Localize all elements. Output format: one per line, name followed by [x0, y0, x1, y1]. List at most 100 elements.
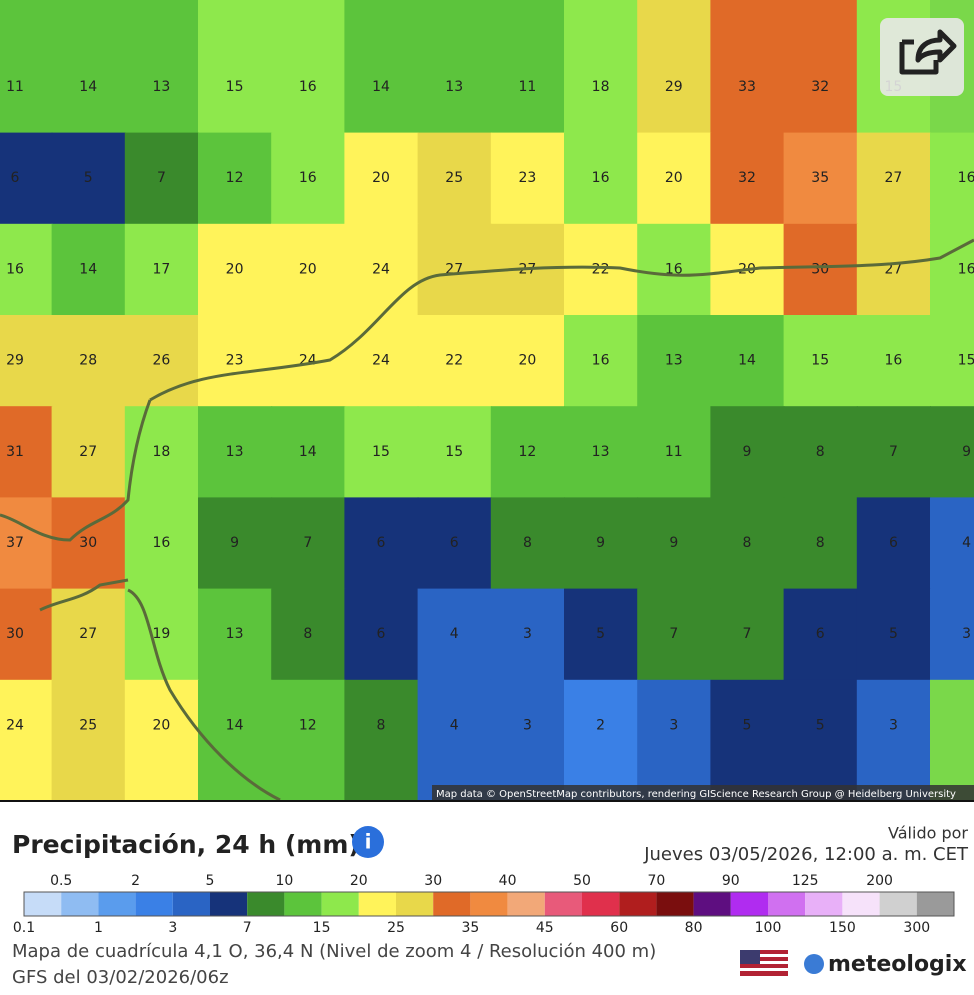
- cell-value: 5: [596, 626, 605, 642]
- cell-value: 11: [518, 79, 536, 95]
- cell-value: 8: [303, 626, 312, 642]
- cell-value: 16: [299, 170, 317, 186]
- cell-value: 28: [79, 353, 97, 369]
- legend-top-label: 20: [350, 873, 368, 889]
- legend-swatch: [693, 892, 731, 916]
- cell-value: 32: [738, 170, 756, 186]
- legend-swatch: [582, 892, 620, 916]
- map-cell: [856, 588, 931, 681]
- cell-value: 8: [816, 535, 825, 551]
- cell-value: 7: [743, 626, 752, 642]
- cell-value: 8: [377, 717, 386, 733]
- map-cell: [271, 679, 346, 801]
- map-cell: [637, 0, 712, 134]
- cell-value: 16: [592, 170, 610, 186]
- legend-top-label: 125: [792, 873, 819, 889]
- cell-value: 24: [372, 353, 390, 369]
- cell-value: 20: [226, 261, 244, 277]
- legend-bottom-label: 100: [755, 920, 782, 936]
- map-cell: [271, 497, 346, 590]
- map-cell: [783, 497, 858, 590]
- legend-swatch: [507, 892, 545, 916]
- legend-swatch: [656, 892, 694, 916]
- map-cell: [930, 679, 974, 801]
- map-cell: [710, 679, 785, 801]
- map-cell: [856, 497, 931, 590]
- map-cell: [344, 588, 419, 681]
- cell-value: 13: [445, 79, 463, 95]
- map-cell: [783, 588, 858, 681]
- map-cell: [490, 132, 565, 225]
- cell-value: 12: [299, 717, 317, 733]
- cell-value: 22: [445, 353, 463, 369]
- cell-value: 9: [743, 444, 752, 460]
- map-cell: [564, 497, 639, 590]
- cell-value: 16: [299, 79, 317, 95]
- cell-value: 37: [6, 535, 24, 551]
- legend-top-label: 0.5: [50, 873, 72, 889]
- map-cell: [271, 406, 346, 499]
- map-cell: [51, 588, 126, 681]
- cell-value: 13: [665, 353, 683, 369]
- map-cell: [344, 497, 419, 590]
- legend-top-label: 10: [275, 873, 293, 889]
- map-cell: [198, 315, 273, 408]
- map-cell: [637, 223, 712, 316]
- map-cell: [930, 588, 974, 681]
- cell-value: 22: [592, 261, 610, 277]
- map-cell: [344, 315, 419, 408]
- cell-value: 14: [738, 353, 756, 369]
- map-cell: [0, 497, 53, 590]
- info-button[interactable]: i: [352, 826, 384, 858]
- map-cell: [490, 406, 565, 499]
- info-i[interactable]: i: [365, 830, 372, 854]
- cell-value: 4: [962, 535, 971, 551]
- share-icon[interactable]: [899, 29, 957, 75]
- map-cell: [417, 0, 492, 134]
- map-cell: [856, 223, 931, 316]
- legend-bottom-label: 35: [461, 920, 479, 936]
- legend-top-label: 90: [722, 873, 740, 889]
- cell-value: 3: [889, 717, 898, 733]
- legend-bottom-label: 300: [903, 920, 930, 936]
- cell-value: 16: [958, 170, 974, 186]
- grid-info: Mapa de cuadrícula 4,1 O, 36,4 N (Nivel …: [12, 941, 656, 962]
- share-button[interactable]: [880, 18, 964, 96]
- map-cell: [710, 588, 785, 681]
- map-cell: [51, 132, 126, 225]
- cell-value: 5: [816, 717, 825, 733]
- map-cell: [564, 0, 639, 134]
- cell-value: 23: [226, 353, 244, 369]
- cell-value: 9: [596, 535, 605, 551]
- cell-value: 8: [816, 444, 825, 460]
- map-cell: [198, 679, 273, 801]
- cell-value: 25: [445, 170, 463, 186]
- legend-top-label: 2: [131, 873, 140, 889]
- cell-value: 9: [230, 535, 239, 551]
- cell-value: 13: [226, 626, 244, 642]
- map-cell: [344, 0, 419, 134]
- map-cell: [490, 679, 565, 801]
- map-cell: [0, 679, 53, 801]
- info-circle[interactable]: [352, 826, 384, 858]
- map-cell: [783, 679, 858, 801]
- map-cell: [490, 315, 565, 408]
- map-cell: [198, 497, 273, 590]
- legend-swatch: [210, 892, 248, 916]
- cell-value: 6: [377, 626, 386, 642]
- map-cell: [124, 679, 199, 801]
- cell-value: 11: [6, 79, 24, 95]
- legend-swatch: [247, 892, 285, 916]
- cell-value: 24: [6, 717, 24, 733]
- map-cell: [51, 679, 126, 801]
- map-cell: [198, 0, 273, 134]
- map-cell: [417, 679, 492, 801]
- cell-value: 8: [523, 535, 532, 551]
- map-cell: [271, 315, 346, 408]
- cell-value: 15: [811, 353, 829, 369]
- cell-value: 9: [669, 535, 678, 551]
- legend-top-label: 50: [573, 873, 591, 889]
- legend-swatch: [135, 892, 173, 916]
- map-cell: [271, 223, 346, 316]
